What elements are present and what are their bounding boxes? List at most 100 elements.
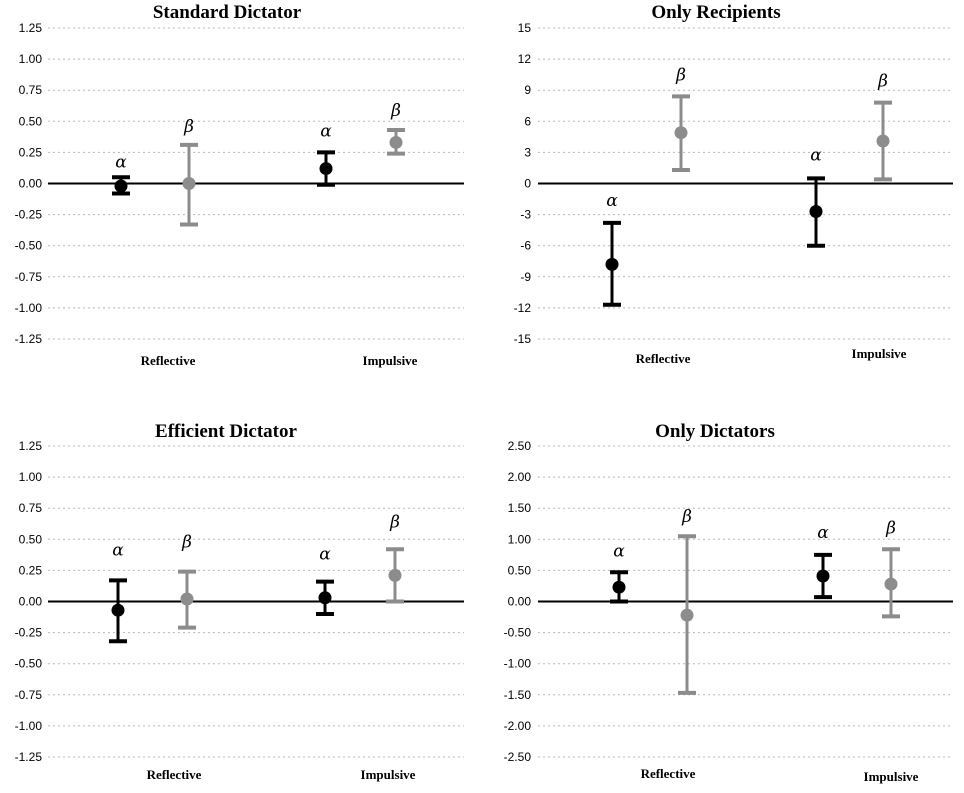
category-label-reflective: Reflective xyxy=(636,351,691,366)
y-tick-label: 0.50 xyxy=(19,532,43,546)
y-tick-label: -12 xyxy=(514,301,532,315)
alpha-symbol-label: α xyxy=(606,191,618,211)
alpha-point xyxy=(319,162,333,176)
y-tick-label: -0.25 xyxy=(15,626,43,640)
alpha-point xyxy=(816,569,830,583)
y-tick-label: -0.75 xyxy=(15,270,43,284)
alpha-symbol-label: α xyxy=(319,545,331,565)
beta-symbol-label: β xyxy=(675,65,686,85)
y-tick-label: 0.00 xyxy=(19,177,43,191)
panel-only-dictators: Only Dictators 2.50 2.00 1.50 1.00 0.50 0.00 -… xyxy=(504,421,953,784)
alpha-point xyxy=(318,591,332,605)
y-tick-label: 9 xyxy=(524,83,531,97)
y-tick-label: 0.00 xyxy=(508,595,532,609)
beta-errorbar-impulsive xyxy=(386,547,404,604)
category-label-impulsive: Impulsive xyxy=(864,769,919,784)
y-tick-label: 1.00 xyxy=(19,470,43,484)
category-label-reflective: Reflective xyxy=(641,766,696,781)
y-tick-label: -1.25 xyxy=(15,332,43,346)
category-label-reflective: Reflective xyxy=(141,353,196,368)
alpha-symbol-label: α xyxy=(613,541,625,561)
y-tick-label: 1.25 xyxy=(19,439,43,453)
y-tick-label: 3 xyxy=(524,145,531,159)
alpha-errorbar-reflective xyxy=(109,578,127,644)
alpha-errorbar-reflective xyxy=(610,570,628,604)
beta-errorbar-impulsive xyxy=(882,547,900,619)
panel-only-recipients: Only Recipients 15 12 9 6 3 0 -3 -6 -9 -12 -15 α α β… xyxy=(514,2,953,366)
y-tick-label: -1.00 xyxy=(504,657,532,671)
beta-symbol-label: β xyxy=(877,72,888,92)
category-label-impulsive: Impulsive xyxy=(361,767,416,782)
panel-efficient-dictator: Efficient Dictator 1.25 1.00 0.75 0.50 0.25 0… xyxy=(15,421,464,782)
alpha-point xyxy=(114,179,128,193)
chart-title: Standard Dictator xyxy=(153,2,302,23)
y-tick-label: 2.00 xyxy=(508,470,532,484)
beta-point xyxy=(884,577,898,591)
y-tick-label: -1.50 xyxy=(504,688,532,702)
beta-errorbar-reflective xyxy=(672,94,690,173)
beta-errorbar-reflective xyxy=(178,569,196,630)
beta-symbol-label: β xyxy=(390,101,401,121)
y-tick-label: -6 xyxy=(520,239,531,253)
alpha-errorbar-impulsive xyxy=(316,579,334,616)
y-tick-label: 0.50 xyxy=(19,114,43,128)
y-tick-label: -3 xyxy=(520,208,531,222)
y-tick-label: 6 xyxy=(524,114,531,128)
alpha-symbol-label: α xyxy=(115,152,127,172)
beta-errorbar-impulsive xyxy=(874,100,892,182)
category-label-reflective: Reflective xyxy=(147,767,202,782)
beta-symbol-label: β xyxy=(681,507,692,527)
alpha-point xyxy=(809,204,823,218)
alpha-errorbar-reflective xyxy=(603,220,621,307)
chart-title: Only Recipients xyxy=(651,2,780,23)
alpha-point xyxy=(111,603,125,617)
beta-symbol-label: β xyxy=(389,512,400,532)
beta-errorbar-reflective xyxy=(180,142,198,227)
alpha-point xyxy=(612,580,626,594)
panel-standard-dictator: Standard Dictator 1.25 1.00 0.75 0.50 0.25 0.… xyxy=(15,2,464,368)
beta-symbol-label: β xyxy=(183,117,194,137)
y-tick-label: 0.25 xyxy=(19,145,43,159)
y-tick-label: 12 xyxy=(518,52,532,66)
beta-point xyxy=(388,568,402,582)
y-tick-label: -0.75 xyxy=(15,688,43,702)
y-tick-label: 15 xyxy=(518,21,532,35)
y-tick-label: 0.75 xyxy=(19,501,43,515)
y-tick-label: -1.00 xyxy=(15,301,43,315)
category-label-impulsive: Impulsive xyxy=(852,346,907,361)
y-tick-label: 1.00 xyxy=(508,532,532,546)
beta-errorbar-reflective xyxy=(678,534,696,695)
y-tick-label: 2.50 xyxy=(508,439,532,453)
y-tick-label: -1.25 xyxy=(15,750,43,764)
alpha-errorbar-reflective xyxy=(112,175,130,196)
beta-point xyxy=(389,135,403,149)
alpha-errorbar-impulsive xyxy=(807,176,825,248)
y-tick-label: 0.00 xyxy=(19,595,43,609)
y-tick-label: -15 xyxy=(514,332,532,346)
alpha-symbol-label: α xyxy=(817,523,829,543)
alpha-symbol-label: α xyxy=(810,145,822,165)
chart-title: Efficient Dictator xyxy=(155,421,297,442)
y-tick-label: 0 xyxy=(524,177,531,191)
y-tick-label: 1.00 xyxy=(19,52,43,66)
y-tick-label: 0.25 xyxy=(19,563,43,577)
y-tick-label: -9 xyxy=(520,270,531,284)
y-tick-label: -0.50 xyxy=(15,657,43,671)
y-tick-label: 1.25 xyxy=(19,21,43,35)
beta-point xyxy=(182,177,196,190)
chart-title: Only Dictators xyxy=(655,421,775,442)
y-tick-label: -1.00 xyxy=(15,719,43,733)
alpha-symbol-label: α xyxy=(112,540,124,560)
y-tick-label: -0.50 xyxy=(15,239,43,253)
beta-point xyxy=(674,126,688,140)
y-tick-label: -2.50 xyxy=(504,750,532,764)
alpha-errorbar-impulsive xyxy=(814,552,832,600)
beta-symbol-label: β xyxy=(885,518,896,538)
alpha-symbol-label: α xyxy=(320,121,332,141)
y-tick-label: 0.75 xyxy=(19,83,43,97)
beta-point xyxy=(180,592,194,606)
y-tick-label: -0.50 xyxy=(504,626,532,640)
y-tick-label: 0.50 xyxy=(508,563,532,577)
alpha-errorbar-impulsive xyxy=(317,150,335,187)
